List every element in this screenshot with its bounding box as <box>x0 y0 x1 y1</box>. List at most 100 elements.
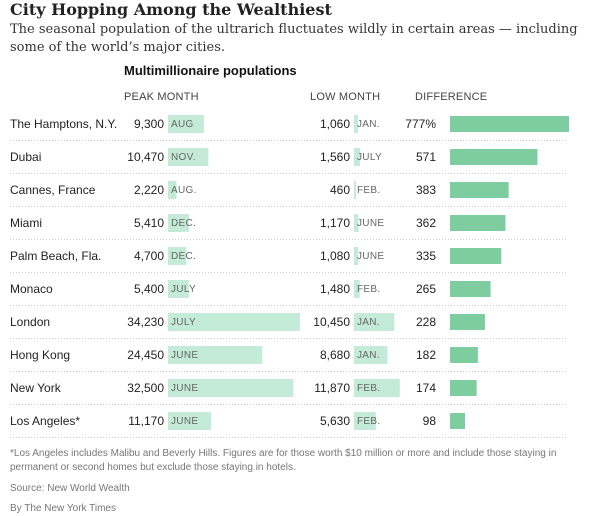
low-value: 10,450 <box>313 315 350 329</box>
page-title: City Hopping Among the Wealthiest <box>10 0 332 19</box>
difference-bar <box>450 215 506 231</box>
difference-value: 182 <box>416 348 436 362</box>
difference-bar <box>450 413 466 429</box>
city-label: Cannes, France <box>10 183 96 197</box>
city-label: Los Angeles* <box>10 414 80 428</box>
peak-value: 5,400 <box>134 282 164 296</box>
low-bar <box>354 148 361 166</box>
difference-bar <box>450 347 478 363</box>
city-label: Dubai <box>10 150 41 164</box>
difference-bar <box>450 380 477 396</box>
population-table-chart: The Hamptons, N.Y. 9,300 AUG 1,060 JAN. 777% D… <box>10 115 569 438</box>
peak-bar <box>168 280 189 298</box>
column-header-peak-month: PEAK MONTH <box>124 91 199 103</box>
difference-bar <box>450 116 569 132</box>
difference-bar <box>450 248 502 264</box>
low-bar <box>354 247 359 265</box>
city-label: The Hamptons, N.Y. <box>10 117 117 131</box>
peak-value: 9,300 <box>134 117 164 131</box>
city-label: New York <box>10 381 62 395</box>
low-month-label: JULY <box>357 152 382 163</box>
difference-bar <box>450 281 491 297</box>
peak-month-label: AUG. <box>171 185 197 196</box>
difference-bar <box>450 314 485 330</box>
difference-bar <box>450 182 509 198</box>
column-header-difference: DIFFERENCE <box>415 91 488 103</box>
difference-value: 265 <box>416 282 436 296</box>
source-line: Source: New World Wealth <box>10 483 130 494</box>
city-label: London <box>10 315 50 329</box>
chart-title: Multimillionaire populations <box>124 63 297 78</box>
low-value: 1,060 <box>320 117 350 131</box>
peak-month-label: JULY <box>171 284 196 295</box>
peak-month-label: JUNE <box>171 383 198 394</box>
page-subtitle: The seasonal population of the ultrarich… <box>10 22 578 55</box>
difference-value: 571 <box>416 150 436 164</box>
low-value: 8,680 <box>320 348 350 362</box>
city-label: Hong Kong <box>10 348 70 362</box>
peak-bar <box>168 346 263 364</box>
low-value: 11,870 <box>314 381 350 395</box>
low-month-label: FEB. <box>357 416 380 427</box>
low-bar <box>354 214 359 232</box>
peak-month-label: NOV. <box>171 152 196 163</box>
low-month-label: JAN. <box>357 350 380 361</box>
difference-value: 174 <box>416 381 436 395</box>
peak-bar <box>168 214 189 232</box>
difference-value: 362 <box>416 216 436 230</box>
peak-bar <box>168 148 209 166</box>
peak-bar <box>168 115 204 133</box>
column-header-low-month: LOW MONTH <box>310 91 381 103</box>
peak-month-label: DEC. <box>171 218 196 229</box>
peak-month-label: DEC. <box>171 251 196 262</box>
low-value: 1,080 <box>320 249 350 263</box>
difference-bar <box>450 149 538 165</box>
difference-value: 335 <box>416 249 436 263</box>
peak-month-label: JULY <box>171 317 196 328</box>
low-value: 5,630 <box>320 414 350 428</box>
city-label: Palm Beach, Fla. <box>10 249 101 263</box>
difference-value: 228 <box>416 315 436 329</box>
low-value: 1,560 <box>320 150 350 164</box>
peak-month-label: AUG <box>171 119 194 130</box>
difference-value: 98 <box>423 414 437 428</box>
city-label: Miami <box>10 216 42 230</box>
low-month-label: JAN. <box>357 317 380 328</box>
peak-value: 5,410 <box>134 216 164 230</box>
low-month-label: FEB. <box>357 284 380 295</box>
low-bar <box>354 379 400 397</box>
peak-bar <box>168 313 300 331</box>
low-bar <box>354 181 356 199</box>
peak-value: 11,170 <box>128 414 164 428</box>
peak-value: 4,700 <box>134 249 164 263</box>
low-month-label: JUNE <box>357 251 384 262</box>
city-label: Monaco <box>10 282 53 296</box>
low-bar <box>354 280 360 298</box>
peak-value: 10,470 <box>127 150 164 164</box>
low-bar <box>354 313 395 331</box>
peak-bar <box>168 379 294 397</box>
peak-bar <box>168 247 187 265</box>
peak-month-label: JUNE <box>171 416 198 427</box>
low-value: 460 <box>330 183 350 197</box>
low-month-label: JUNE <box>357 218 384 229</box>
peak-value: 34,230 <box>127 315 164 329</box>
footnote: *Los Angeles includes Malibu and Beverly… <box>10 448 557 473</box>
low-month-label: JAN. <box>357 119 380 130</box>
low-bar <box>354 346 388 364</box>
low-value: 1,480 <box>320 282 350 296</box>
peak-month-label: JUNE <box>171 350 198 361</box>
peak-value: 32,500 <box>127 381 164 395</box>
credit-line: By The New York Times <box>10 503 116 514</box>
difference-value: 383 <box>416 183 436 197</box>
peak-value: 2,220 <box>134 183 164 197</box>
low-bar <box>354 412 376 430</box>
low-bar <box>354 115 359 133</box>
low-month-label: FEB. <box>357 383 380 394</box>
peak-bar <box>168 412 212 430</box>
peak-value: 24,450 <box>127 348 164 362</box>
difference-value: 777% <box>405 117 436 131</box>
low-value: 1,170 <box>320 216 350 230</box>
peak-bar <box>168 181 177 199</box>
low-month-label: FEB. <box>357 185 380 196</box>
